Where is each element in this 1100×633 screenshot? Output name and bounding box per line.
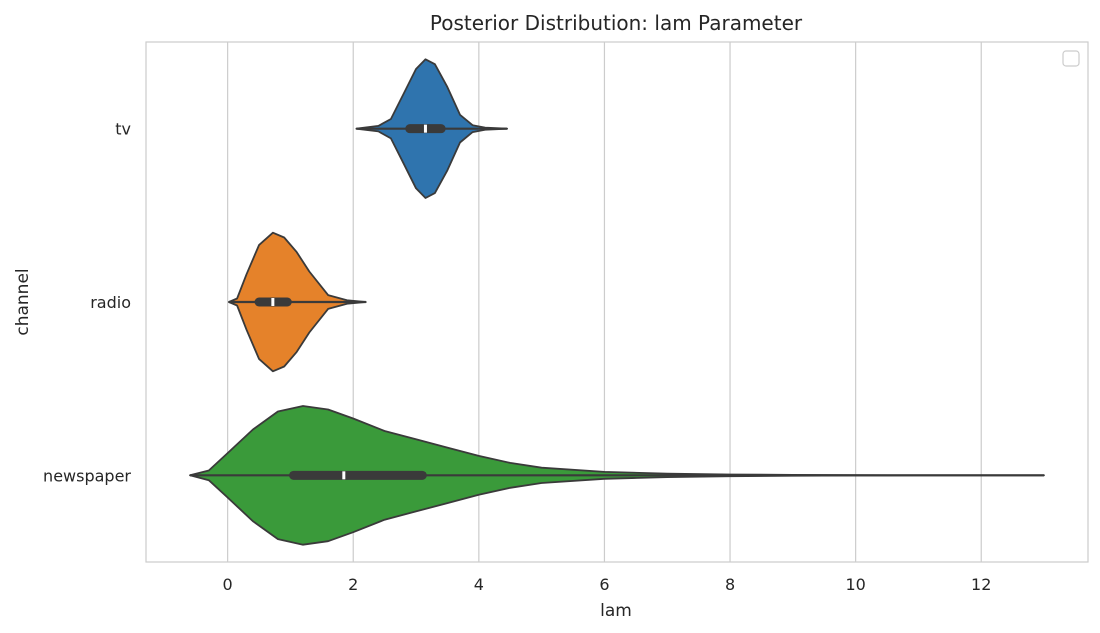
- violin-newspaper: [189, 405, 1045, 546]
- plot-frame: [145, 41, 1089, 563]
- y-tick-label-tv: tv: [115, 120, 131, 139]
- violin-median-radio: [271, 298, 275, 306]
- chart-title: Posterior Distribution: lam Parameter: [430, 11, 803, 35]
- violin-tv: [355, 58, 508, 199]
- x-tick-label: 2: [348, 575, 358, 594]
- x-tick-label: 12: [971, 575, 991, 594]
- y-axis-label: channel: [13, 268, 33, 335]
- x-axis-label: lam: [600, 601, 632, 621]
- x-tick-label: 0: [223, 575, 233, 594]
- tick-labels: 0 2 4 6 8 10 12 tv radio newspaper: [43, 120, 991, 594]
- x-tick-label: 10: [845, 575, 865, 594]
- violin-radio: [228, 231, 367, 373]
- violin-median-tv: [423, 124, 427, 133]
- y-tick-label-radio: radio: [90, 293, 131, 312]
- x-tick-label: 4: [474, 575, 484, 594]
- violin-median-newspaper: [342, 471, 346, 480]
- y-tick-label-newspaper: newspaper: [43, 466, 131, 485]
- violins: [189, 58, 1045, 546]
- x-tick-label: 8: [725, 575, 735, 594]
- x-tick-label: 6: [599, 575, 609, 594]
- legend-box: [1062, 50, 1080, 67]
